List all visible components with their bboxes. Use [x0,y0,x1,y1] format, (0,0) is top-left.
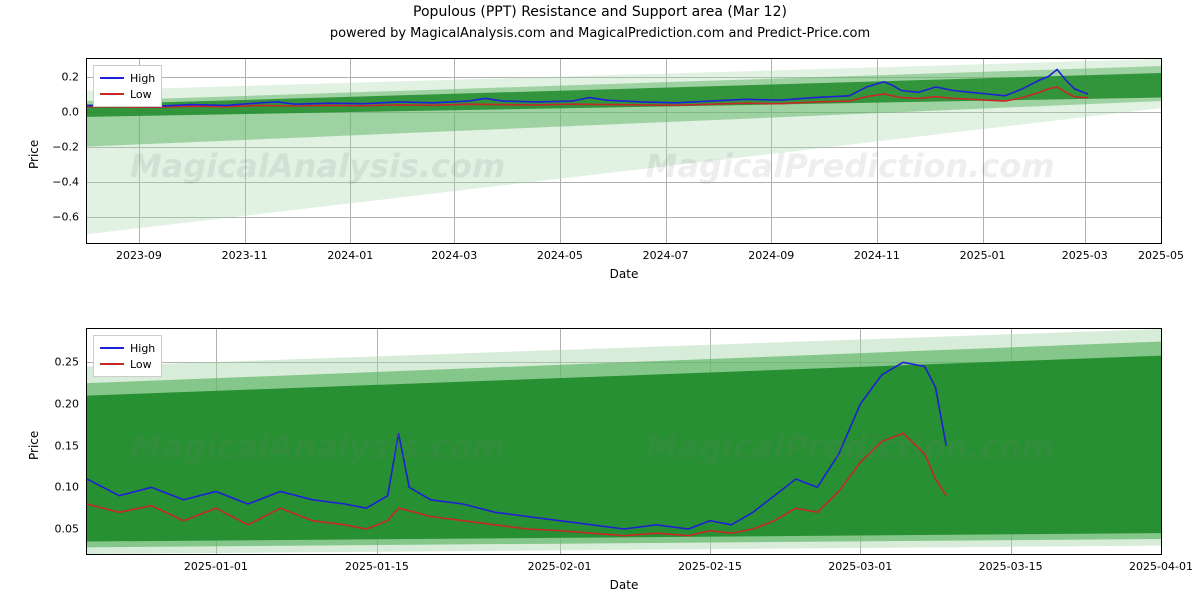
bottom-xlabel: Date [87,578,1161,592]
legend-label: High [130,342,155,355]
legend-swatch [100,93,124,95]
bottom-plot-area: MagicalAnalysis.com MagicalPrediction.co… [87,329,1161,554]
xtick-label: 2025-01-15 [345,560,409,573]
xtick-label: 2025-02-15 [678,560,742,573]
chart-subtitle: powered by MagicalAnalysis.com and Magic… [0,26,1200,41]
ytick-label: −0.4 [29,175,79,188]
legend: High Low [93,65,162,107]
top-plot-area: MagicalAnalysis.com MagicalPrediction.co… [87,59,1161,243]
ytick-label: 0.05 [29,523,79,536]
xtick-label: 2023-09 [116,249,162,262]
chart-title: Populous (PPT) Resistance and Support ar… [0,4,1200,20]
legend-item-high: High [100,70,155,86]
legend-label: High [130,72,155,85]
legend: High Low [93,335,162,377]
ytick-label: 0.2 [29,70,79,83]
xtick-label: 2025-01-01 [184,560,248,573]
ytick-label: 0.20 [29,398,79,411]
ytick-label: 0.25 [29,356,79,369]
legend-label: Low [130,88,152,101]
ytick-label: 0.10 [29,481,79,494]
xtick-label: 2025-05 [1138,249,1184,262]
bottom-chart: MagicalAnalysis.com MagicalPrediction.co… [86,328,1162,555]
legend-swatch [100,347,124,349]
bottom-price-lines [87,329,1161,554]
xtick-label: 2024-03 [431,249,477,262]
legend-swatch [100,363,124,365]
xtick-label: 2025-03 [1062,249,1108,262]
xtick-label: 2025-04-01 [1129,560,1193,573]
top-ylabel: Price [27,140,41,169]
legend-item-high: High [100,340,155,356]
legend-label: Low [130,358,152,371]
xtick-label: 2025-01 [960,249,1006,262]
top-xlabel: Date [87,267,1161,281]
top-price-lines [87,59,1161,243]
xtick-label: 2024-09 [748,249,794,262]
bottom-ylabel: Price [27,430,41,459]
legend-item-low: Low [100,356,155,372]
legend-swatch [100,77,124,79]
xtick-label: 2024-05 [537,249,583,262]
xtick-label: 2025-03-01 [828,560,892,573]
xtick-label: 2025-02-01 [528,560,592,573]
xtick-label: 2025-03-15 [979,560,1043,573]
xtick-label: 2024-07 [643,249,689,262]
legend-item-low: Low [100,86,155,102]
ytick-label: −0.6 [29,210,79,223]
xtick-label: 2024-01 [327,249,373,262]
xtick-label: 2023-11 [222,249,268,262]
xtick-label: 2024-11 [854,249,900,262]
figure: Populous (PPT) Resistance and Support ar… [0,0,1200,600]
top-chart: MagicalAnalysis.com MagicalPrediction.co… [86,58,1162,244]
ytick-label: 0.0 [29,105,79,118]
